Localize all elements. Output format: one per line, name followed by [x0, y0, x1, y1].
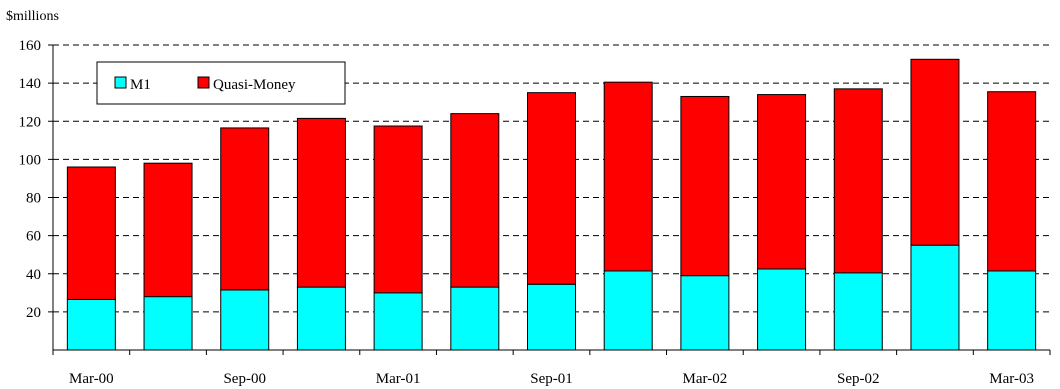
bar-quasi-money-dec-02: [910, 58, 960, 246]
legend-swatch-m1: [114, 76, 127, 89]
x-tick-label-mar-02: Mar-02: [683, 371, 728, 387]
bar-quasi-money-jun-00: [143, 162, 193, 298]
legend-label-m1: M1: [130, 77, 151, 93]
legend-label-quasi-money: Quasi-Money: [213, 77, 296, 93]
bar-quasi-money-mar-02: [680, 95, 730, 277]
y-tick-label-60: 60: [26, 229, 41, 245]
bar-quasi-money-mar-01: [373, 125, 423, 294]
y-tick-label-100: 100: [19, 152, 42, 168]
bar-m1-dec-01: [603, 270, 653, 351]
legend-swatch-quasi-money: [197, 76, 210, 89]
x-tick-label-mar-01: Mar-01: [376, 371, 421, 387]
x-tick-label-mar-00: Mar-00: [69, 371, 114, 387]
y-tick-label-20: 20: [26, 305, 41, 321]
bar-quasi-money-jun-01: [450, 113, 500, 288]
bar-quasi-money-jun-02: [757, 94, 807, 270]
bar-m1-sep-02: [833, 272, 883, 351]
y-tick-label-40: 40: [26, 267, 41, 283]
bar-quasi-money-dec-00: [296, 117, 346, 288]
bar-m1-dec-00: [296, 286, 346, 351]
bar-m1-mar-03: [987, 270, 1037, 351]
y-unit-label: $millions: [6, 9, 59, 24]
bars: [66, 58, 1037, 351]
bar-quasi-money-mar-03: [987, 91, 1037, 272]
bar-quasi-money-sep-00: [220, 127, 270, 291]
bar-quasi-money-mar-00: [66, 166, 116, 300]
bar-m1-sep-00: [220, 289, 270, 351]
x-tick-label-mar-03: Mar-03: [989, 371, 1034, 387]
bar-m1-sep-01: [527, 283, 576, 351]
bar-quasi-money-sep-01: [527, 92, 576, 285]
y-tick-label-140: 140: [19, 76, 42, 92]
y-tick-label-80: 80: [26, 191, 41, 207]
x-tick-label-sep-00: Sep-00: [223, 371, 266, 387]
bar-m1-jun-02: [757, 268, 807, 351]
bar-m1-jun-00: [143, 296, 193, 351]
legend-box: [96, 61, 346, 105]
y-tick-label-120: 120: [19, 114, 42, 130]
gridlines: [53, 44, 1050, 313]
bar-quasi-money-sep-02: [833, 88, 883, 274]
x-axis-ticks: Mar-00 Sep-00 Mar-01 Sep-01 Mar-02 Sep-02 Mar-…: [52, 350, 1051, 387]
bar-m1-mar-01: [373, 292, 423, 351]
y-tick-label-160: 160: [19, 38, 42, 54]
bar-quasi-money-dec-01: [603, 81, 653, 272]
y-axis-ticks: 20 40 60 80 100 120 140 160: [19, 38, 53, 321]
x-tick-label-sep-02: Sep-02: [837, 371, 880, 387]
bar-m1-mar-00: [66, 298, 116, 351]
bar-m1-jun-01: [450, 286, 500, 351]
x-tick-label-sep-01: Sep-01: [530, 371, 573, 387]
bar-m1-dec-02: [910, 244, 960, 351]
legend: M1 Quasi-Money: [96, 61, 346, 105]
bar-m1-mar-02: [680, 275, 730, 351]
